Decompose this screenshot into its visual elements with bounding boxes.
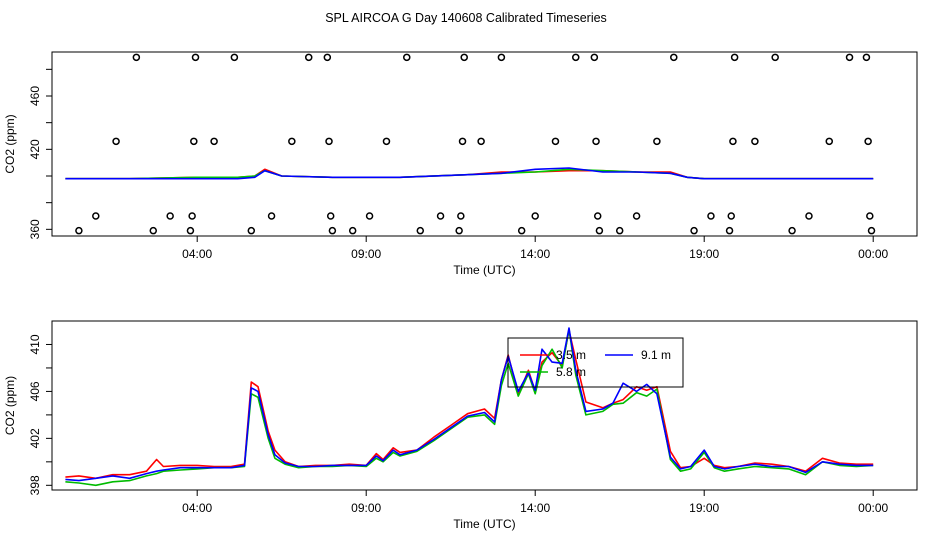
flag-point — [230, 53, 239, 62]
flag-point — [92, 212, 100, 220]
x-tick-label: 14:00 — [520, 247, 550, 261]
y-tick-label: 410 — [28, 334, 42, 354]
flag-point — [460, 53, 468, 62]
series-line-5-8-m — [65, 328, 874, 487]
x-axis-label: Time (UTC) — [453, 263, 515, 277]
flag-point — [867, 226, 876, 235]
flag-point — [365, 212, 374, 220]
flag-point — [186, 226, 195, 235]
legend-box — [507, 337, 684, 388]
flag-point — [517, 226, 526, 235]
chart-title: SPL AIRCOA G Day 140608 Calibrated Times… — [325, 11, 607, 25]
flag-point — [304, 53, 313, 62]
flag-point — [112, 137, 120, 146]
flag-point — [653, 137, 661, 146]
legend-label: 3.5 m — [556, 348, 586, 362]
x-tick-label: 19:00 — [689, 501, 719, 515]
flag-point — [862, 53, 871, 62]
flag-point — [805, 212, 813, 220]
flag-point — [727, 212, 735, 220]
flag-point — [188, 212, 196, 220]
flag-point — [729, 137, 737, 146]
flag-point — [825, 137, 834, 146]
flag-point — [590, 53, 599, 62]
flag-point — [632, 212, 641, 220]
flag-point — [403, 53, 411, 62]
x-tick-label: 00:00 — [858, 247, 888, 261]
flag-point — [132, 53, 141, 62]
flag-point — [416, 226, 425, 235]
flag-point — [191, 53, 200, 62]
series-line-9-1-m — [65, 167, 874, 180]
series-line-9-1-m — [65, 327, 874, 482]
flag-point — [247, 226, 256, 235]
flag-point — [572, 53, 580, 62]
plot-area — [65, 327, 874, 487]
y-tick-label: 460 — [28, 86, 42, 106]
flag-point — [751, 137, 759, 146]
bottom-panel: 398 402 406 410 CO2 (ppm) 04:00 09:00 14:00 19:0… — [3, 320, 918, 531]
y-tick-label: 406 — [28, 381, 42, 401]
flag-point — [267, 212, 276, 220]
flag-point — [149, 226, 158, 235]
flag-point — [288, 137, 296, 146]
flag-point — [531, 212, 539, 220]
flag-point — [615, 226, 624, 235]
x-tick-label: 04:00 — [182, 501, 212, 515]
x-tick-label: 00:00 — [858, 501, 888, 515]
top-panel: 360 420 460 CO2 (ppm) 04:00 09:00 14:00 19:00 00… — [3, 51, 918, 277]
y-tick-label: 420 — [28, 139, 42, 159]
y-tick-label: 360 — [28, 219, 42, 239]
flag-point — [497, 53, 506, 62]
flag-point — [595, 226, 604, 235]
flag-point — [436, 212, 445, 220]
flag-point — [690, 226, 698, 235]
flag-point — [866, 212, 874, 220]
plot-frame — [51, 51, 918, 237]
x-tick-label: 14:00 — [520, 501, 550, 515]
flag-point — [328, 226, 337, 235]
x-tick-label: 09:00 — [351, 501, 381, 515]
flag-point — [348, 226, 357, 235]
flag-point — [457, 212, 465, 220]
flag-point — [382, 137, 391, 146]
flag-point — [458, 137, 467, 146]
flag-point — [190, 137, 198, 146]
y-axis-label: CO2 (ppm) — [3, 114, 17, 173]
flag-point — [477, 137, 485, 146]
flag-point — [788, 226, 796, 235]
x-tick-label: 19:00 — [689, 247, 719, 261]
plot-frame — [51, 320, 918, 491]
y-axis-label: CO2 (ppm) — [3, 376, 17, 435]
x-tick-label: 09:00 — [351, 247, 381, 261]
legend-label: 9.1 m — [641, 348, 671, 362]
flag-point — [455, 226, 463, 235]
flag-point — [592, 137, 600, 146]
flag-point — [707, 212, 715, 220]
flag-point — [670, 53, 678, 62]
flag-point — [551, 137, 560, 146]
flag-point — [593, 212, 602, 220]
y-tick-label: 402 — [28, 428, 42, 448]
legend-label: 5.8 m — [556, 365, 586, 379]
flag-point — [323, 53, 332, 62]
flag-point — [730, 53, 739, 62]
flag-point — [166, 212, 174, 220]
flag-point — [771, 53, 779, 62]
flag-point — [75, 226, 83, 235]
flag-point — [845, 53, 854, 62]
flag-point — [864, 137, 872, 146]
series-line-3-5-m — [65, 329, 874, 480]
x-tick-label: 04:00 — [182, 247, 212, 261]
y-tick-label: 398 — [28, 475, 42, 495]
flag-point — [210, 137, 218, 146]
plot-area — [65, 53, 876, 235]
flag-point — [326, 212, 335, 220]
flag-point — [325, 137, 333, 146]
x-axis-label: Time (UTC) — [453, 517, 515, 531]
flag-point — [725, 226, 734, 235]
